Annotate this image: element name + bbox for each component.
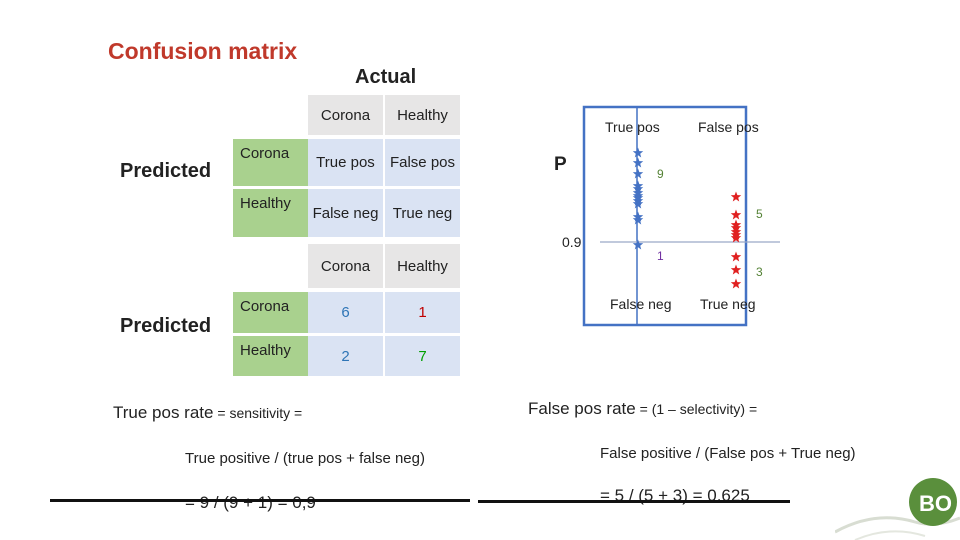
predicted-label-2: Predicted [120, 315, 212, 337]
matrix2-col-header-healthy: Healthy [385, 244, 460, 290]
threshold-label: 0.9 [562, 234, 582, 250]
matrix2-cell-false-pos: 1 [385, 292, 460, 335]
fpr-title-main: False pos rate [528, 399, 636, 418]
diagram-frame [582, 105, 748, 327]
matrix2-row-header-corona: Corona [233, 292, 308, 335]
fpr-underline [478, 500, 790, 503]
matrix1-row-header-corona: Corona [233, 139, 308, 188]
corona-star-9 [632, 198, 644, 209]
matrix1-cell-true-pos: True pos [308, 139, 385, 188]
healthy-star-6 [730, 232, 742, 243]
logo: BO [835, 478, 960, 540]
count-false-pos: 5 [756, 207, 763, 221]
matrix2-cell-false-neg: 2 [308, 336, 385, 376]
fpr-calculation: = 5 / (5 + 3) = 0.625 [600, 486, 750, 505]
healthy-star-0 [730, 191, 742, 202]
healthy-star-7 [730, 251, 742, 262]
tpr-title-rest: = sensitivity = [213, 405, 303, 421]
corona-star-2 [632, 168, 644, 179]
stars-group [632, 147, 742, 289]
matrix2-cell-true-pos: 6 [308, 292, 385, 335]
page-title: Confusion matrix [108, 38, 298, 64]
healthy-star-1 [730, 209, 742, 220]
quadrant-true-neg: True neg [700, 296, 756, 312]
corona-star-1 [632, 157, 644, 168]
tpr-title: True pos rate = sensitivity = [113, 403, 302, 423]
matrix1-row-header-healthy: Healthy [233, 189, 308, 237]
threshold-diagram: P 0.9 True pos False pos False neg True … [554, 105, 780, 327]
count-true-neg: 3 [756, 265, 763, 279]
corona-star-0 [632, 147, 644, 158]
corona-star-11 [632, 214, 644, 225]
healthy-star-8 [730, 264, 742, 275]
matrix1-cell-true-neg: True neg [385, 189, 460, 237]
predicted-label-1: Predicted [120, 160, 212, 182]
actual-label: Actual [355, 66, 417, 88]
matrix2-cell-true-neg: 7 [385, 336, 460, 376]
quadrant-false-neg: False neg [610, 296, 671, 312]
tpr-underline [50, 499, 470, 502]
matrix1-cell-false-neg: False neg [308, 189, 385, 237]
tpr-calculation: = 9 / (9 + 1) = 0,9 [185, 493, 316, 512]
corona-star-12 [632, 239, 644, 250]
matrix1-cell-false-pos: False pos [385, 139, 460, 188]
quadrant-false-pos: False pos [698, 119, 759, 135]
fpr-title: False pos rate = (1 – selectivity) = [528, 399, 757, 419]
quadrant-true-pos: True pos [605, 119, 660, 135]
p-label: P [554, 154, 567, 175]
fpr-title-rest: = (1 – selectivity) = [635, 401, 758, 417]
count-true-pos: 9 [657, 167, 664, 181]
matrix1-col-header-corona: Corona [308, 95, 385, 137]
matrix2-col-header-corona: Corona [308, 244, 385, 290]
count-false-neg: 1 [657, 249, 664, 263]
logo-text: BO [919, 491, 952, 516]
tpr-title-main: True pos rate [113, 403, 214, 422]
healthy-star-9 [730, 278, 742, 289]
matrix2-row-header-healthy: Healthy [233, 336, 308, 376]
tpr-definition: True positive / (true pos + false neg) [185, 450, 425, 467]
fpr-definition: False positive / (False pos + True neg) [600, 445, 856, 462]
matrix1-col-header-healthy: Healthy [385, 95, 460, 137]
